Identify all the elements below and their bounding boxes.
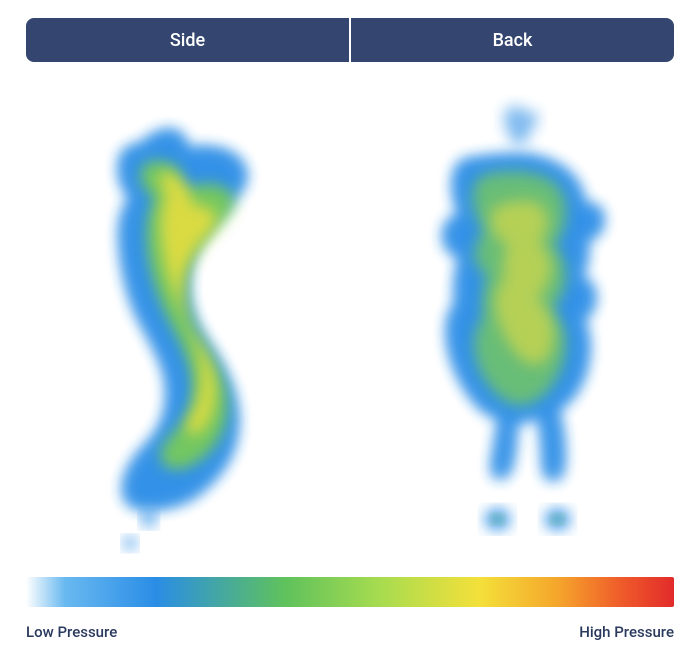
low-pressure-label: Low Pressure	[26, 623, 117, 641]
high-pressure-label: High Pressure	[579, 623, 674, 641]
pressure-gradient-bar	[26, 577, 674, 607]
tab-side[interactable]: Side	[26, 18, 349, 62]
tab-back[interactable]: Back	[351, 18, 674, 62]
heatmap-back	[350, 72, 674, 569]
heatmap-side	[26, 72, 350, 569]
heatmap-back-svg	[350, 72, 674, 569]
view-tabs: Side Back	[26, 18, 674, 62]
pressure-heatmap-area	[26, 72, 674, 569]
tab-side-label: Side	[170, 30, 205, 51]
heatmap-side-svg	[26, 72, 350, 569]
tab-back-label: Back	[493, 30, 533, 51]
pressure-gradient-labels: Low Pressure High Pressure	[26, 623, 674, 641]
